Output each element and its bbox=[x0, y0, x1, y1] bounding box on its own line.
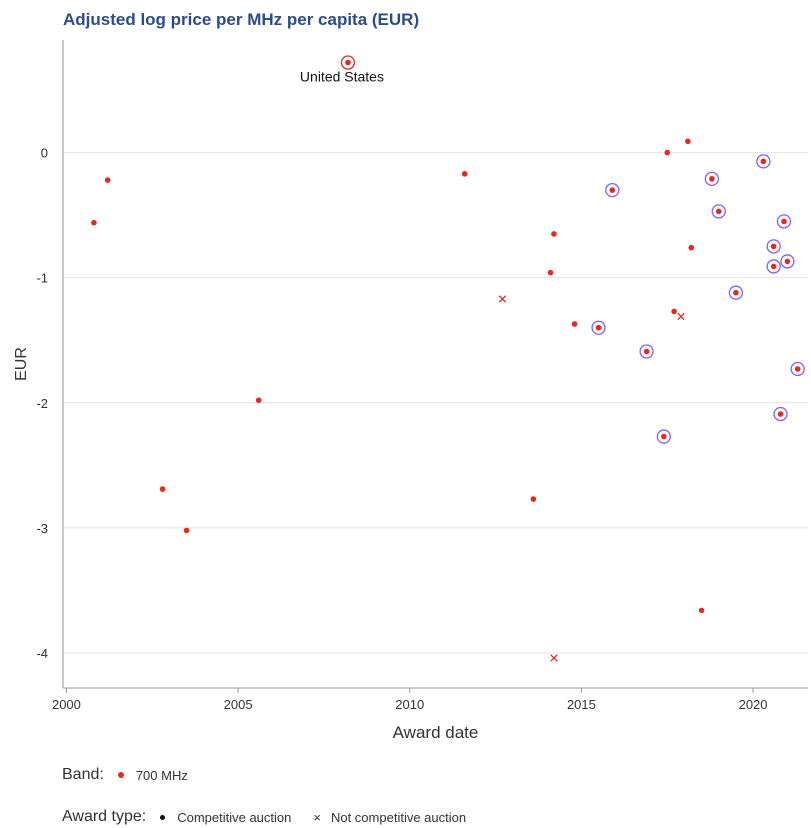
x-tick-label: 2000 bbox=[52, 697, 81, 712]
highlight-ring bbox=[773, 406, 788, 422]
data-point-cross bbox=[677, 312, 685, 321]
highlight-ring bbox=[728, 285, 744, 300]
data-point bbox=[595, 324, 602, 331]
data-points bbox=[91, 55, 805, 662]
data-point bbox=[671, 308, 677, 315]
x-tick-label: 2010 bbox=[395, 697, 424, 712]
data-point bbox=[104, 177, 111, 183]
data-point bbox=[547, 269, 554, 276]
red-dot-icon bbox=[117, 772, 124, 778]
data-point bbox=[461, 171, 468, 177]
data-point bbox=[794, 366, 801, 372]
y-tick-label: -3 bbox=[36, 521, 48, 536]
highlight-ring bbox=[766, 259, 781, 274]
data-point bbox=[159, 486, 166, 492]
data-point bbox=[760, 158, 767, 165]
legend-item-700mhz: 700 MHz bbox=[117, 767, 188, 783]
data-point bbox=[551, 231, 557, 237]
x-tick-label: 2015 bbox=[567, 697, 596, 712]
legend-item-label: Competitive auction bbox=[177, 809, 292, 825]
data-point bbox=[784, 258, 791, 265]
highlight-ring bbox=[711, 204, 726, 219]
x-tick-label: 2020 bbox=[739, 697, 768, 712]
y-axis-label: EUR bbox=[13, 347, 30, 381]
y-tick-label: -4 bbox=[36, 646, 48, 661]
highlight-ring bbox=[340, 55, 356, 70]
data-point bbox=[571, 321, 578, 327]
tick-labels: 0 -1 -2 -3 -4 2000 2005 2010 2015 2020 bbox=[36, 146, 767, 712]
data-point bbox=[688, 244, 695, 251]
data-point bbox=[770, 263, 777, 270]
highlight-ring bbox=[790, 361, 805, 377]
highlight-ring bbox=[704, 171, 720, 187]
highlight-ring bbox=[780, 254, 795, 269]
highlight-ring bbox=[756, 154, 771, 169]
legend-item-not-competitive: × Not competitive auction bbox=[313, 810, 466, 825]
annotations: Award date EUR United States bbox=[13, 69, 478, 742]
data-point bbox=[661, 433, 667, 440]
legend-item-competitive: Competitive auction bbox=[160, 810, 291, 825]
highlight-ring bbox=[766, 239, 781, 254]
legend-award-type: Award type: Competitive auction × Not co… bbox=[62, 808, 488, 826]
highlight-ring bbox=[605, 182, 620, 198]
data-point bbox=[770, 243, 777, 250]
data-point bbox=[709, 176, 715, 182]
data-point bbox=[715, 208, 722, 215]
data-point bbox=[664, 149, 671, 156]
data-point bbox=[609, 187, 616, 193]
data-point bbox=[530, 496, 537, 502]
highlight-ring bbox=[591, 320, 606, 335]
legend-item-label: Not competitive auction bbox=[330, 809, 467, 825]
data-point bbox=[733, 289, 739, 296]
y-tick-label: -1 bbox=[36, 271, 48, 286]
data-point bbox=[698, 607, 705, 614]
legend-item-label: 700 MHz bbox=[135, 767, 188, 783]
data-point bbox=[345, 59, 351, 66]
data-point bbox=[91, 219, 97, 226]
data-point bbox=[685, 138, 691, 145]
highlight-ring bbox=[776, 214, 792, 229]
highlight-ring bbox=[656, 429, 671, 444]
grid-lines bbox=[63, 152, 808, 654]
data-point-cross bbox=[550, 654, 558, 662]
data-point-cross bbox=[498, 295, 507, 303]
data-point bbox=[781, 218, 787, 225]
chart-title: Adjusted log price per MHz per capita (E… bbox=[63, 10, 420, 29]
data-point bbox=[643, 348, 650, 355]
data-point bbox=[255, 397, 262, 404]
legend-band-title: Band: bbox=[62, 766, 104, 783]
y-tick-label: -2 bbox=[36, 396, 48, 411]
cross-icon: × bbox=[313, 809, 321, 825]
highlight-ring bbox=[639, 344, 654, 359]
scatter-plot: 0 -1 -2 -3 -4 2000 2005 2010 2015 2020 Award date… bbox=[13, 40, 808, 742]
data-point bbox=[183, 527, 190, 534]
y-tick-label: 0 bbox=[41, 146, 48, 161]
data-point bbox=[777, 411, 784, 417]
x-tick-label: 2005 bbox=[224, 697, 253, 712]
axes bbox=[62, 40, 808, 693]
black-dot-icon bbox=[160, 814, 166, 820]
legend-band: Band: 700 MHz bbox=[62, 766, 210, 784]
x-axis-label: Award date bbox=[393, 723, 479, 742]
point-annotation: United States bbox=[300, 69, 384, 85]
legend-award-title: Award type: bbox=[62, 808, 147, 825]
